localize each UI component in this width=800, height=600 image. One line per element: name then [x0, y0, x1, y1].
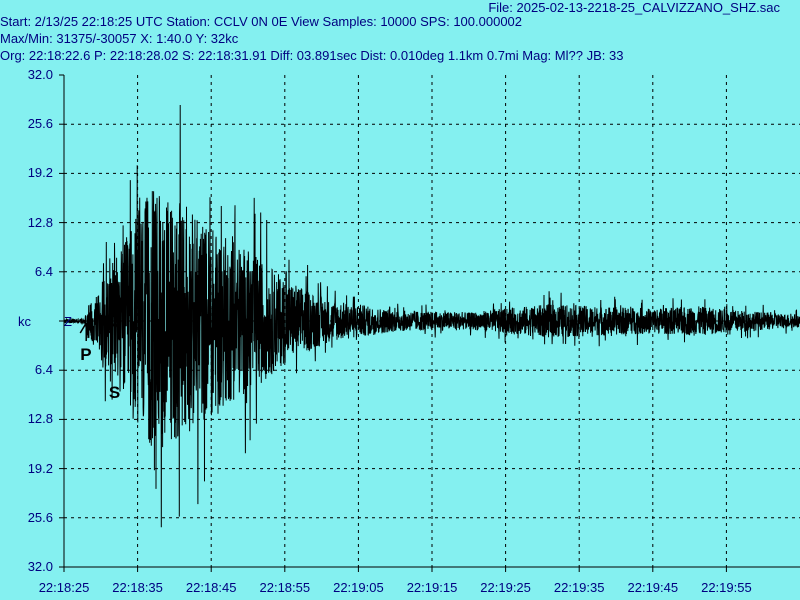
s-arrival-marker	[108, 322, 122, 341]
y-tick-label: 19.2	[27, 460, 53, 476]
origin-info: Org: 22:18:22.6 P: 22:18:28.02 S: 22:18:…	[0, 48, 624, 63]
x-tick-label: 22:19:55	[701, 580, 752, 595]
p-arrival-marker	[79, 322, 93, 341]
y-tick-label: 32.0	[27, 67, 53, 82]
start-info: Start: 2/13/25 22:18:25 UTC Station: CCL…	[0, 14, 523, 29]
y-tick-label: 12.8	[27, 214, 53, 230]
y-tick-label: 6.4	[34, 362, 53, 378]
x-tick-label: 22:19:15	[406, 580, 458, 595]
p-phase-label: P	[80, 345, 92, 364]
y-tick-label: 12.8	[27, 411, 53, 427]
y-unit-label: kc	[18, 314, 31, 329]
x-tick-label: 22:19:35	[553, 580, 605, 595]
x-tick-label: 22:19:25	[480, 580, 531, 595]
y-tick-label: 19.2	[27, 165, 53, 181]
s-phase-label: S	[108, 383, 121, 402]
x-tick-label: 22:18:55	[259, 580, 311, 595]
y-tick-label: 6.4	[34, 263, 53, 279]
x-tick-label: 22:18:45	[185, 580, 237, 595]
y-tick-label: 32.0	[27, 559, 53, 574]
x-tick-label: 22:19:05	[333, 580, 384, 595]
max-min-info: Max/Min: 31375/-30057 X: 1:40.0 Y: 32kc	[0, 31, 239, 46]
seismic-trace	[63, 104, 800, 528]
x-tick-label: 22:19:45	[627, 580, 679, 595]
phase-arrow	[108, 322, 122, 341]
file-name: File: 2025-02-13-2218-25_CALVIZZANO_SHZ.…	[488, 0, 780, 15]
y-tick-label: 25.6	[27, 116, 53, 132]
component-label: Z	[64, 314, 72, 329]
phase-arrow	[79, 322, 93, 341]
x-tick-label: 22:18:35	[112, 580, 163, 595]
y-tick-label: 25.6	[27, 509, 53, 525]
x-tick-label: 22:18:25	[38, 580, 90, 595]
